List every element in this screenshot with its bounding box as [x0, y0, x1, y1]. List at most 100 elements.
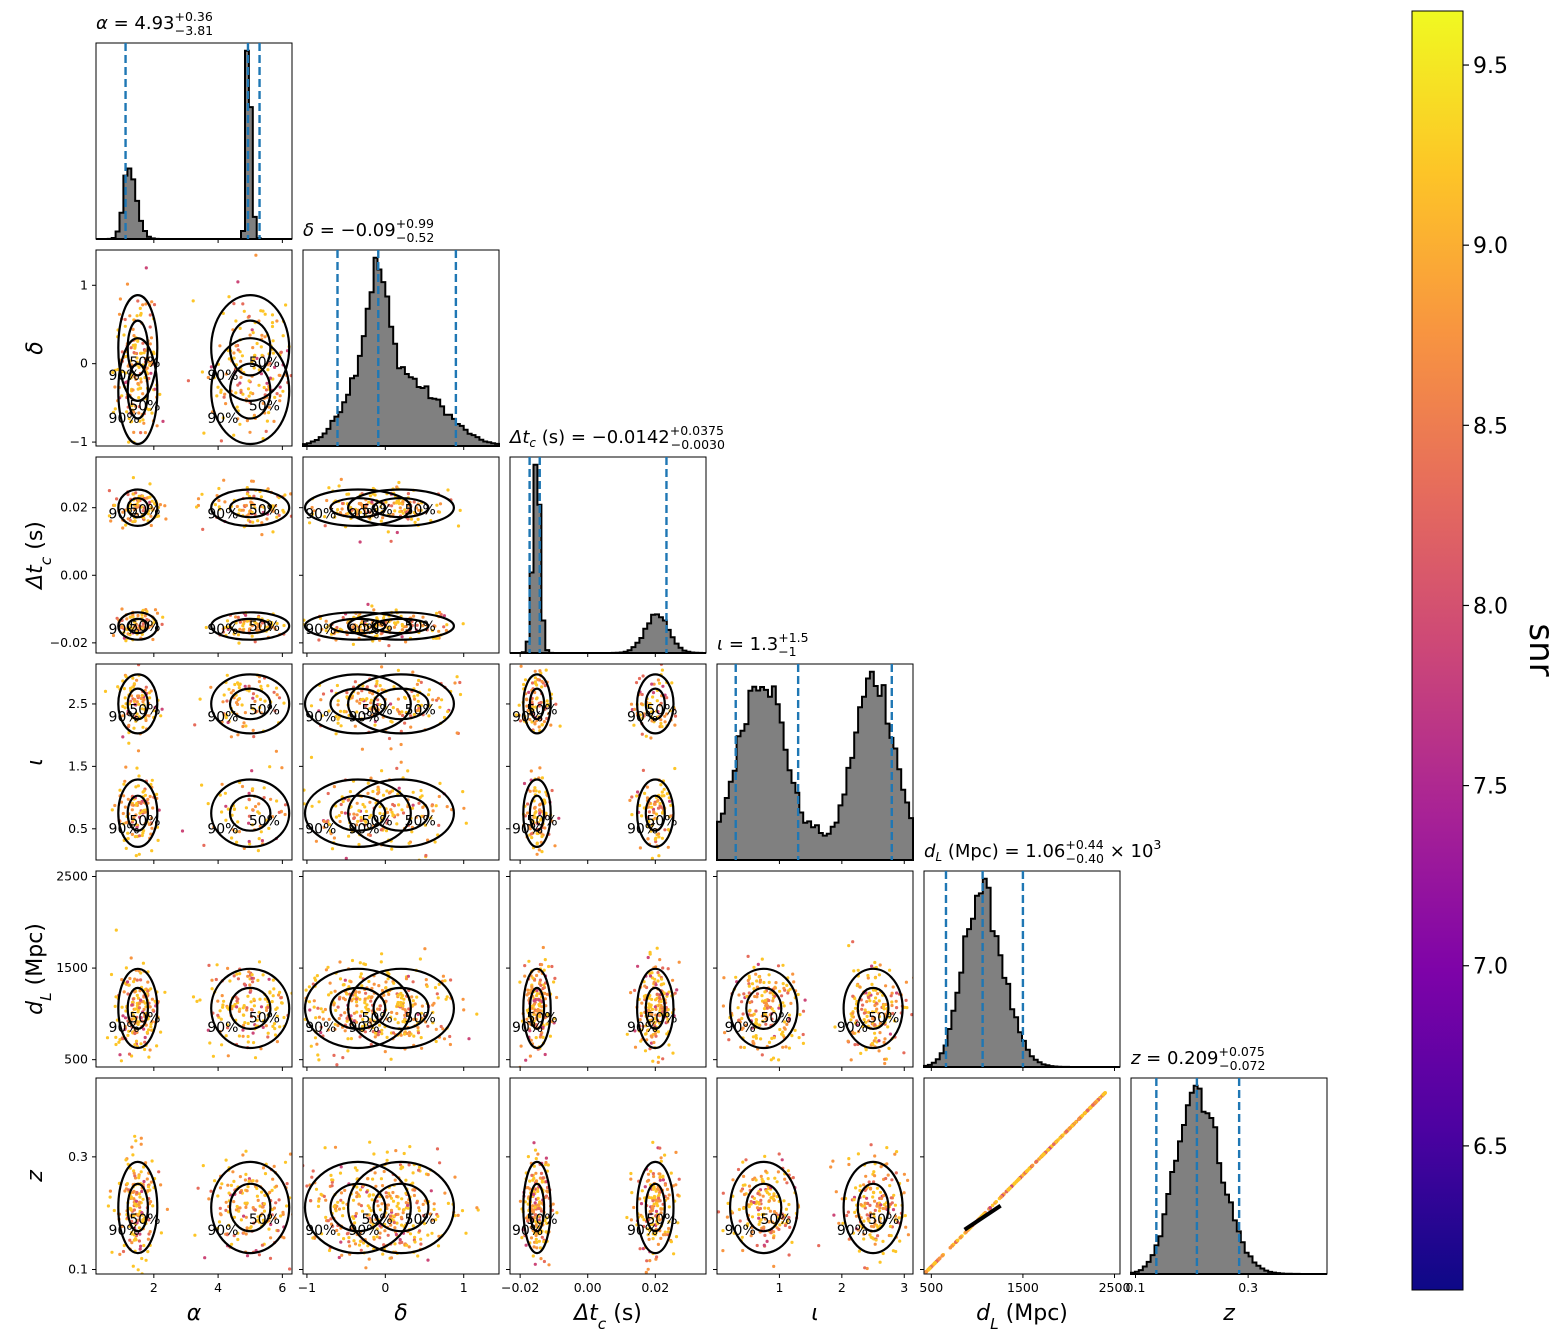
- scatter-point: [134, 714, 138, 719]
- scatter-point: [541, 1025, 545, 1029]
- scatter-point: [541, 1176, 545, 1180]
- hist-panel-iota: ι = 1.3+1.5 −1: [716, 630, 914, 861]
- scatter-point: [651, 1199, 655, 1203]
- scatter-point: [226, 1026, 230, 1030]
- contour-label-90: 90%: [207, 507, 238, 523]
- scatter-point: [349, 980, 353, 984]
- scatter-point: [881, 1251, 885, 1256]
- scatter-point: [137, 1200, 142, 1204]
- scatter-point: [846, 1210, 851, 1214]
- scatter-point: [325, 498, 329, 503]
- scatter-point: [133, 1202, 137, 1206]
- scatter-point: [531, 705, 535, 709]
- scatter-point: [317, 1199, 321, 1203]
- scatter-point: [403, 696, 408, 701]
- scatter-point: [369, 1209, 373, 1213]
- scatter-point: [648, 952, 652, 956]
- scatter-point: [248, 627, 252, 631]
- scatter-point: [315, 1042, 319, 1046]
- scatter-point: [527, 690, 531, 695]
- scatter-point: [294, 1219, 297, 1222]
- scatter-point: [319, 1025, 323, 1029]
- contour-90: [210, 294, 291, 403]
- scatter-point: [340, 810, 344, 815]
- scatter-point: [782, 1026, 786, 1030]
- scatter-point: [755, 979, 759, 983]
- scatter-point: [868, 1214, 872, 1218]
- scatter-point: [237, 1034, 241, 1038]
- scatter-point: [232, 974, 236, 978]
- scatter-point: [252, 1041, 256, 1045]
- scatter-point: [872, 1212, 876, 1216]
- scatter-point: [261, 437, 265, 441]
- contour-label-90: 90%: [207, 710, 238, 726]
- scatter-point: [124, 846, 128, 851]
- scatter-point: [148, 1230, 152, 1234]
- scatter-point: [112, 1208, 116, 1213]
- scatter-point: [801, 1009, 806, 1013]
- scatter-point: [540, 679, 544, 684]
- scatter-point: [667, 815, 672, 819]
- scatter-point: [654, 983, 658, 987]
- scatter-point: [320, 627, 324, 631]
- contour-label-90: 90%: [109, 710, 140, 726]
- scatter-point: [247, 821, 251, 825]
- scatter-point: [361, 504, 365, 508]
- scatter-point: [542, 1259, 547, 1264]
- scatter-point: [351, 642, 355, 647]
- scatter-point: [236, 820, 240, 824]
- scatter-point: [531, 976, 535, 980]
- contour-90: [522, 967, 552, 1050]
- scatter-point: [265, 517, 269, 521]
- scatter-point: [268, 376, 272, 380]
- scatter-point: [381, 1252, 385, 1256]
- scatter-point: [657, 1196, 661, 1200]
- scatter-point: [237, 683, 241, 687]
- scatter-point: [356, 691, 360, 695]
- scatter-point: [363, 997, 367, 1001]
- scatter-point: [411, 1171, 415, 1175]
- scatter-point: [554, 702, 558, 706]
- scatter-point: [274, 504, 278, 508]
- scatter-point: [255, 341, 259, 346]
- scatter-point: [143, 1035, 147, 1040]
- scatter-point: [837, 1221, 841, 1225]
- scatter-point: [242, 309, 246, 313]
- scatter-point: [260, 1190, 264, 1194]
- scatter-point: [649, 710, 654, 714]
- scatter-point: [872, 1191, 876, 1195]
- scatter-point: [831, 1159, 835, 1163]
- scatter-point: [341, 616, 345, 620]
- scatter-point: [877, 1209, 882, 1213]
- scatter-point: [203, 1256, 207, 1260]
- scatter-point: [543, 1052, 547, 1057]
- scatter-point: [252, 1004, 256, 1008]
- scatter-point: [363, 805, 367, 809]
- scatter-point: [526, 708, 530, 713]
- scatter-point: [769, 1196, 773, 1200]
- scatter-point: [343, 978, 347, 982]
- scatter-point: [258, 997, 262, 1001]
- scatter-point: [151, 637, 155, 642]
- scatter-point: [382, 616, 386, 620]
- scatter-point: [268, 990, 272, 994]
- scatter-point: [518, 980, 522, 984]
- scatter-point: [312, 1005, 316, 1009]
- scatter-point: [372, 1235, 376, 1239]
- scatter-point: [547, 964, 551, 969]
- scatter-point: [533, 1262, 537, 1266]
- scatter-point: [667, 1193, 671, 1197]
- scatter-point: [658, 1009, 662, 1013]
- scatter-point: [389, 808, 393, 812]
- scatter-point: [335, 1063, 339, 1067]
- scatter-point: [394, 608, 398, 612]
- scatter-point: [339, 1013, 343, 1017]
- scatter-point: [532, 1192, 536, 1197]
- scatter-point: [741, 1012, 745, 1016]
- scatter-point: [410, 806, 415, 810]
- scatter-point: [662, 787, 666, 791]
- scatter-point: [254, 628, 258, 632]
- scatter-point: [327, 1017, 331, 1022]
- scatter-point: [143, 431, 147, 435]
- scatter-point: [242, 1214, 246, 1218]
